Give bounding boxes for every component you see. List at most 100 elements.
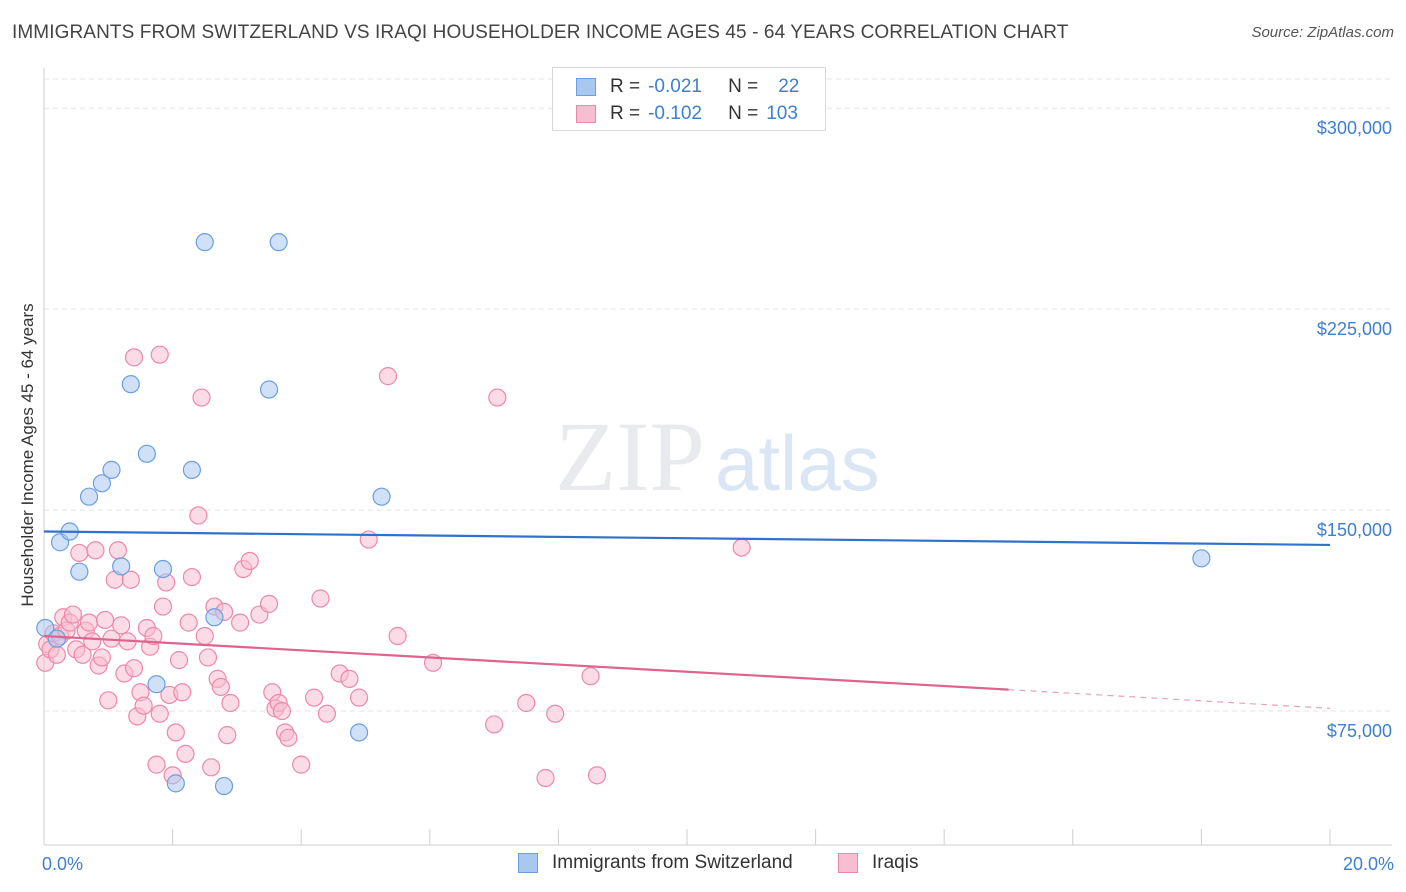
data-point-switzerland (112, 557, 131, 576)
legend-row-switzerland: R = -0.021 N = 22 (553, 74, 799, 100)
data-point-iraqis (124, 659, 144, 678)
y-tick-label: $150,000 (1317, 520, 1392, 540)
data-point-iraqis (536, 768, 555, 788)
tick-labels: $75,000 $150,000 $225,000 $300,000 0.0% 20.0% (42, 118, 1394, 874)
data-point-switzerland (153, 559, 173, 579)
legend: R = -0.021 N = 22 R = -0.102 N = 103 (552, 67, 826, 131)
bottom-legend-label-iraqis: Iraqis (872, 852, 919, 873)
bottom-legend-label-switzerland: Immigrants from Switzerland (552, 852, 793, 873)
data-point-iraqis (581, 667, 600, 686)
data-point-iraqis (189, 506, 208, 525)
data-point-switzerland (102, 460, 121, 479)
data-point-iraqis (378, 367, 398, 386)
legend-r-value-switzerland: -0.021 (648, 76, 702, 97)
axes (43, 68, 1392, 846)
data-point-switzerland (79, 487, 99, 506)
data-point-iraqis (202, 758, 221, 777)
data-point-iraqis (182, 567, 201, 587)
bottom-legend-swatch-iraqis (838, 853, 858, 873)
data-point-iraqis (92, 648, 111, 667)
legend-r-value-iraqis: -0.102 (648, 103, 702, 124)
watermark-atlas: atlas (715, 419, 880, 507)
data-point-iraqis (83, 632, 102, 651)
data-point-iraqis (63, 605, 83, 624)
data-point-iraqis (79, 613, 99, 632)
data-point-iraqis (587, 766, 607, 785)
data-point-switzerland (259, 380, 279, 399)
trend-line-iraqis (43, 634, 1009, 691)
data-point-iraqis (147, 755, 166, 774)
data-point-iraqis (198, 648, 218, 667)
data-point-switzerland (1192, 549, 1211, 568)
data-point-iraqis (70, 543, 89, 563)
trend-line-switzerland (43, 530, 1331, 547)
data-point-iraqis (173, 683, 192, 702)
data-point-iraqis (317, 704, 337, 723)
data-point-iraqis (153, 597, 173, 616)
legend-swatch-switzerland (576, 78, 596, 96)
data-point-iraqis (359, 530, 378, 549)
legend-r-label: R = (610, 103, 641, 124)
legend-r-label: R = (610, 76, 641, 97)
data-point-switzerland (182, 460, 201, 479)
bottom-legend-switzerland[interactable]: Immigrants from Switzerland (518, 852, 793, 874)
data-point-iraqis (259, 594, 279, 613)
legend-n-value-switzerland: 22 (778, 76, 800, 97)
data-point-iraqis (47, 645, 66, 664)
data-point-switzerland (92, 474, 111, 493)
data-point-iraqis (221, 693, 240, 713)
data-point-iraqis (488, 388, 507, 407)
data-point-switzerland (70, 562, 89, 581)
bottom-legend-swatch-switzerland (518, 853, 538, 873)
watermark: ZIP atlas (555, 401, 880, 512)
legend-n-label: N = (728, 76, 759, 97)
watermark-zip: ZIP (555, 401, 705, 512)
series-switzerland (36, 233, 1211, 796)
data-point-iraqis (311, 589, 330, 608)
data-point-switzerland (205, 608, 224, 627)
data-point-iraqis (99, 691, 118, 710)
chart-title: IMMIGRANTS FROM SWITZERLAND VS IRAQI HOU… (12, 22, 1069, 43)
data-point-switzerland (47, 629, 66, 648)
data-point-switzerland (349, 723, 369, 742)
data-point-iraqis (179, 613, 198, 632)
data-point-switzerland (147, 675, 166, 694)
data-point-iraqis (134, 696, 153, 715)
legend-swatch-iraqis (576, 105, 596, 123)
data-point-switzerland (195, 233, 214, 252)
x-tick-label: 0.0% (42, 854, 83, 874)
data-point-iraqis (218, 726, 237, 745)
y-tick-label: $225,000 (1317, 319, 1392, 339)
data-point-switzerland (121, 375, 140, 394)
data-point-iraqis (240, 551, 259, 571)
data-point-iraqis (195, 626, 214, 646)
data-point-switzerland (269, 233, 288, 252)
data-point-iraqis (485, 715, 504, 734)
data-point-switzerland (372, 487, 391, 506)
data-point-iraqis (272, 701, 292, 721)
data-point-iraqis (192, 388, 211, 407)
data-point-iraqis (144, 626, 163, 646)
y-tick-label: $300,000 (1317, 118, 1392, 138)
data-point-iraqis (388, 626, 407, 646)
data-point-switzerland (214, 776, 234, 796)
x-tick-label: 20.0% (1343, 854, 1394, 874)
data-point-iraqis (231, 613, 250, 632)
data-point-iraqis (95, 610, 115, 630)
data-point-switzerland (137, 444, 156, 463)
data-point-switzerland (166, 774, 185, 793)
data-point-iraqis (176, 744, 195, 764)
data-point-iraqis (349, 688, 369, 707)
trend-lines (43, 530, 1331, 709)
data-point-iraqis (150, 704, 169, 723)
legend-row-iraqis: R = -0.102 N = 103 (553, 101, 798, 127)
data-point-iraqis (211, 677, 230, 697)
data-point-iraqis (86, 541, 105, 560)
bottom-legend-iraqis[interactable]: Iraqis (838, 852, 918, 874)
data-point-iraqis (124, 348, 144, 367)
data-point-iraqis (166, 723, 185, 742)
data-point-iraqis (304, 688, 324, 707)
data-point-iraqis (546, 704, 565, 723)
data-point-iraqis (150, 345, 169, 364)
